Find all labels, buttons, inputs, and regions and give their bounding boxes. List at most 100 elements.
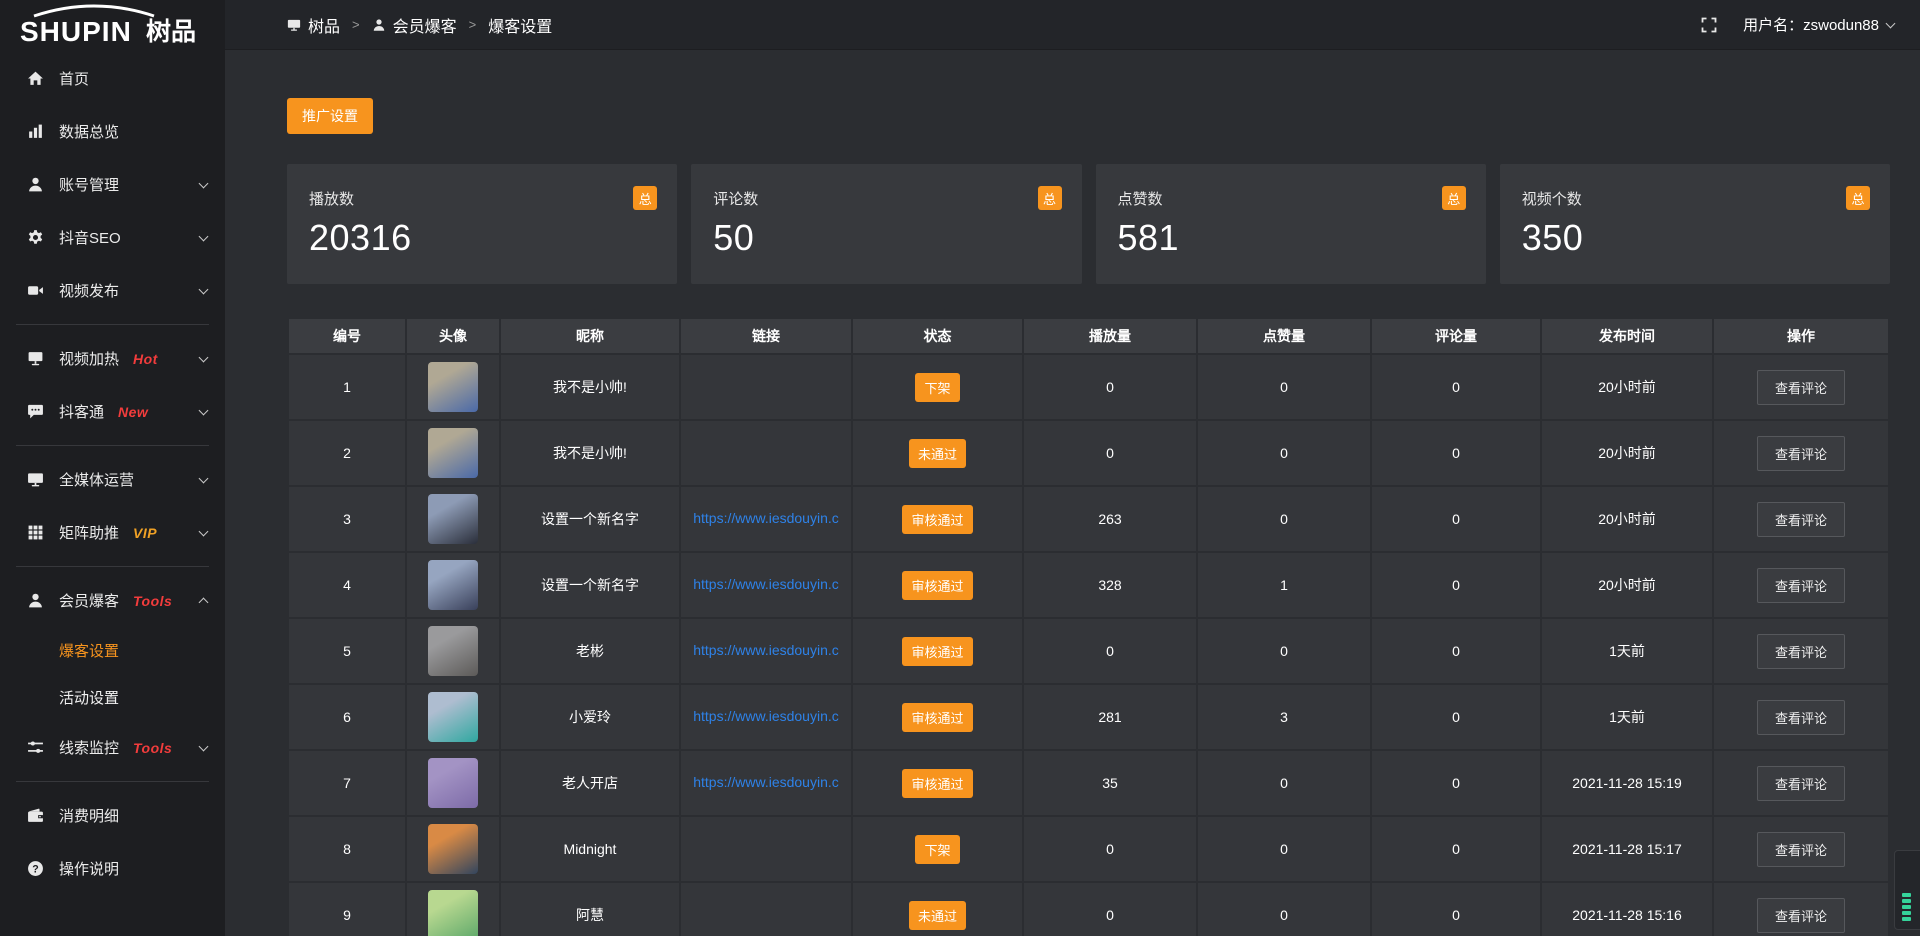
sidebar-item-3[interactable]: 抖音SEO (0, 211, 225, 264)
cell-time: 2021-11-28 15:17 (1540, 815, 1714, 883)
sidebar-item-badge: VIP (133, 524, 158, 541)
stat-value: 20316 (309, 217, 412, 258)
sidebar-item-label: 首页 (59, 71, 90, 88)
cell-avatar (405, 881, 501, 936)
sliders-icon (27, 739, 44, 756)
sidebar-item-9[interactable]: 会员爆客 Tools (0, 574, 225, 627)
cell-id: 9 (287, 881, 407, 936)
cell-comments: 0 (1370, 617, 1542, 685)
status-badge: 未通过 (908, 438, 966, 468)
view-comments-button[interactable]: 查看评论 (1756, 633, 1845, 669)
cell-link: https://www.iesdouyin.c (679, 749, 853, 817)
cell-id: 4 (287, 551, 407, 619)
sidebar: SHUPIN 树品 首页 数据总览 账号管理 抖音SEO 视频发布 视频加热 H… (0, 0, 225, 936)
status-badge: 审核通过 (902, 570, 973, 600)
cell-nickname: 老人开店 (499, 749, 681, 817)
status-badge: 下架 (915, 372, 960, 402)
breadcrumb-item[interactable]: 树品 (287, 13, 340, 37)
cell-status: 下架 (851, 815, 1024, 883)
fullscreen-icon[interactable] (1701, 17, 1717, 33)
table-row: 4 设置一个新名字 https://www.iesdouyin.c 审核通过 3… (287, 551, 1890, 619)
sidebar-item-6[interactable]: 抖客通 New (0, 385, 225, 438)
sidebar-item-0[interactable]: 首页 (0, 52, 225, 105)
logo-graphic: SHUPIN 树品 (20, 4, 196, 47)
chevron-down-icon (198, 526, 209, 536)
sidebar-subitem-活动设置[interactable]: 活动设置 (59, 690, 120, 707)
video-link[interactable]: https://www.iesdouyin.c (693, 575, 839, 592)
username-menu[interactable]: 用户名：zswodun88 (1743, 14, 1896, 35)
sidebar-item-12[interactable]: ? 操作说明 (0, 842, 225, 895)
cell-nickname: 设置一个新名字 (499, 551, 681, 619)
cell-plays: 0 (1022, 815, 1198, 883)
table-header-链接: 链接 (679, 317, 853, 355)
sidebar-item-label: 矩阵助推 (59, 525, 120, 542)
video-link[interactable]: https://www.iesdouyin.c (693, 773, 839, 790)
breadcrumb-item[interactable]: 爆客设置 (488, 13, 552, 37)
view-comments-button[interactable]: 查看评论 (1756, 831, 1845, 867)
cell-plays: 0 (1022, 353, 1198, 421)
cell-action: 查看评论 (1712, 419, 1890, 487)
chevron-down-icon (198, 405, 209, 415)
bar-chart-icon (27, 123, 44, 140)
status-badge: 未通过 (908, 900, 966, 930)
cell-action: 查看评论 (1712, 551, 1890, 619)
promo-settings-button[interactable]: 推广设置 (287, 98, 373, 134)
cell-comments: 0 (1370, 815, 1542, 883)
gear-icon (27, 229, 44, 246)
cell-plays: 328 (1022, 551, 1198, 619)
view-comments-button[interactable]: 查看评论 (1756, 567, 1845, 603)
cell-time: 1天前 (1540, 617, 1714, 685)
breadcrumb-separator: > (468, 17, 477, 32)
view-comments-button[interactable]: 查看评论 (1756, 699, 1845, 735)
cell-action: 查看评论 (1712, 617, 1890, 685)
view-comments-button[interactable]: 查看评论 (1756, 897, 1845, 933)
view-comments-button[interactable]: 查看评论 (1756, 435, 1845, 471)
sidebar-divider (16, 566, 209, 567)
sidebar-item-10[interactable]: 线索监控 Tools (0, 721, 225, 774)
video-link[interactable]: https://www.iesdouyin.c (693, 641, 839, 658)
cell-link: https://www.iesdouyin.c (679, 617, 853, 685)
view-comments-button[interactable]: 查看评论 (1756, 369, 1845, 405)
cell-likes: 0 (1196, 617, 1372, 685)
cell-comments: 0 (1370, 419, 1542, 487)
cell-id: 2 (287, 419, 407, 487)
cell-time: 2021-11-28 15:19 (1540, 749, 1714, 817)
cell-link: https://www.iesdouyin.c (679, 683, 853, 751)
stat-total-badge: 总 (633, 186, 658, 210)
table-row: 7 老人开店 https://www.iesdouyin.c 审核通过 35 0… (287, 749, 1890, 817)
view-comments-button[interactable]: 查看评论 (1756, 501, 1845, 537)
cell-action: 查看评论 (1712, 815, 1890, 883)
sidebar-item-8[interactable]: 矩阵助推 VIP (0, 506, 225, 559)
sidebar-item-5[interactable]: 视频加热 Hot (0, 332, 225, 385)
table-header-操作: 操作 (1712, 317, 1890, 355)
cell-likes: 0 (1196, 419, 1372, 487)
grid-icon (27, 524, 44, 541)
sidebar-item-11[interactable]: 消费明细 (0, 789, 225, 842)
table-header-播放量: 播放量 (1022, 317, 1198, 355)
table-header-点赞量: 点赞量 (1196, 317, 1372, 355)
breadcrumb: 树品 > 会员爆客 > 爆客设置 (287, 13, 552, 37)
chat-icon (27, 403, 44, 420)
view-comments-button[interactable]: 查看评论 (1756, 765, 1845, 801)
floating-widget[interactable] (1894, 850, 1920, 930)
video-link[interactable]: https://www.iesdouyin.c (693, 509, 839, 526)
sidebar-item-7[interactable]: 全媒体运营 (0, 453, 225, 506)
sidebar-item-label: 消费明细 (59, 808, 120, 825)
sidebar-item-label: 抖客通 (59, 404, 105, 421)
chevron-down-icon (198, 473, 209, 483)
sidebar-item-2[interactable]: 账号管理 (0, 158, 225, 211)
breadcrumb-separator: > (352, 17, 360, 32)
cell-avatar (405, 683, 501, 751)
cell-likes: 0 (1196, 353, 1372, 421)
sidebar-subitem-爆客设置[interactable]: 爆客设置 (59, 643, 120, 660)
table-header-发布时间: 发布时间 (1540, 317, 1714, 355)
table-row: 3 设置一个新名字 https://www.iesdouyin.c 审核通过 2… (287, 485, 1890, 553)
video-link[interactable]: https://www.iesdouyin.c (693, 707, 839, 724)
sidebar-item-badge: New (118, 403, 149, 420)
sidebar-item-badge: Hot (133, 350, 158, 367)
sidebar-item-4[interactable]: 视频发布 (0, 264, 225, 317)
sidebar-item-1[interactable]: 数据总览 (0, 105, 225, 158)
breadcrumb-item[interactable]: 会员爆客 (372, 13, 457, 37)
user-icon (372, 18, 386, 32)
avatar (428, 428, 478, 478)
